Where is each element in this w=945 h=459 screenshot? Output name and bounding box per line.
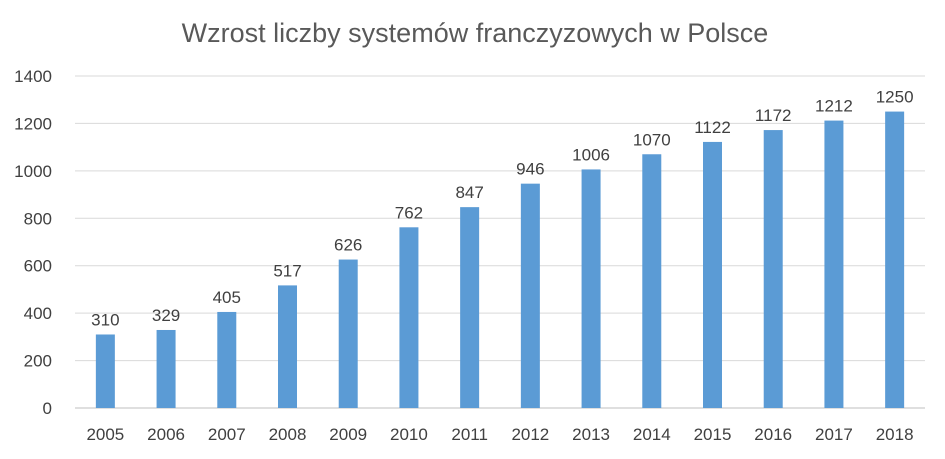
x-tick-label: 2005 (86, 425, 124, 444)
bar (460, 207, 480, 408)
data-label: 1250 (876, 88, 914, 107)
data-label: 626 (334, 236, 362, 255)
y-axis-ticks: 0 200 400 600 800 1000 1200 1400 (14, 67, 52, 418)
x-tick-label: 2017 (815, 425, 853, 444)
data-labels: 310 329 405 517 626 762 847 946 1006 1070 1122 1172… (91, 88, 913, 330)
x-tick-label: 2008 (269, 425, 307, 444)
y-tick-label: 400 (24, 304, 52, 323)
data-label: 310 (91, 310, 119, 329)
chart-title: Wzrost liczby systemów franczyzowych w P… (182, 18, 769, 48)
data-label: 1172 (755, 106, 792, 125)
x-tick-label: 2018 (876, 425, 914, 444)
data-label: 847 (455, 183, 483, 202)
x-axis-ticks: 2005 2006 2007 2008 2009 2010 2011 2012 2013 2014… (86, 425, 913, 444)
data-label: 1122 (694, 118, 731, 137)
x-tick-label: 2007 (208, 425, 246, 444)
bars (95, 111, 905, 409)
x-tick-label: 2015 (694, 425, 732, 444)
y-tick-label: 1200 (14, 114, 52, 133)
bar (278, 285, 297, 408)
bar (703, 141, 722, 408)
y-tick-label: 1000 (14, 162, 52, 181)
y-tick-label: 600 (24, 257, 52, 276)
data-label: 517 (273, 261, 301, 280)
data-label: 1212 (815, 97, 853, 116)
bar (581, 169, 601, 408)
bar (520, 183, 540, 408)
x-tick-label: 2012 (511, 425, 549, 444)
bar (217, 311, 237, 408)
bar (642, 154, 662, 408)
bar (95, 334, 115, 408)
x-tick-label: 2006 (147, 425, 185, 444)
data-label: 405 (213, 288, 241, 307)
data-label: 1006 (572, 145, 610, 164)
bar (885, 111, 905, 409)
bar (399, 227, 419, 408)
x-tick-label: 2016 (754, 425, 792, 444)
y-tick-label: 0 (43, 399, 52, 418)
bar (338, 259, 358, 408)
data-label: 1070 (633, 130, 671, 149)
data-label: 762 (395, 203, 423, 222)
x-tick-label: 2010 (390, 425, 428, 444)
gridlines (75, 75, 925, 409)
y-tick-label: 800 (24, 209, 52, 228)
bar (763, 130, 783, 408)
x-tick-label: 2009 (329, 425, 367, 444)
data-label: 946 (516, 160, 544, 179)
x-tick-label: 2011 (451, 425, 488, 444)
data-label: 329 (152, 306, 180, 325)
bar (824, 120, 844, 408)
y-tick-label: 1400 (14, 67, 52, 86)
x-tick-label: 2014 (633, 425, 671, 444)
bar (156, 329, 176, 408)
x-tick-label: 2013 (572, 425, 610, 444)
y-tick-label: 200 (24, 352, 52, 371)
